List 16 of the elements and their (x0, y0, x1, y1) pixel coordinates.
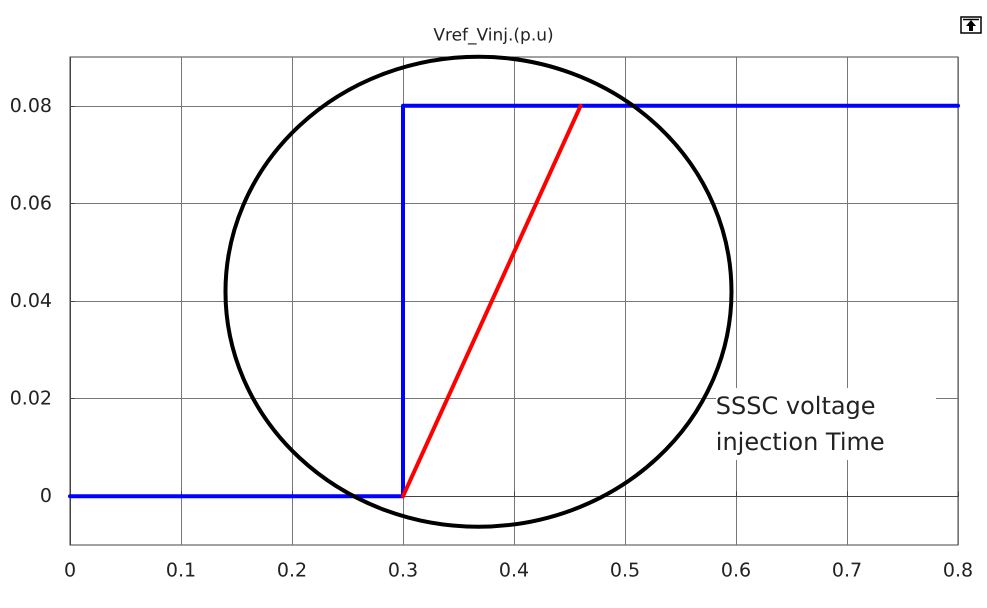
x-tick-label: 0.8 (942, 560, 974, 582)
x-tick-label: 0.1 (166, 560, 196, 582)
x-tick-label: 0.3 (388, 560, 418, 582)
x-tick-label: 0.6 (720, 560, 752, 582)
x-tick-label: 0 (64, 560, 76, 582)
y-tick-label: 0.04 (10, 290, 52, 312)
y-tick-label: 0 (40, 485, 52, 508)
annotation: SSSC voltage injection Time (716, 388, 936, 460)
y-tick-label: 0.06 (10, 192, 52, 214)
x-tick-label: 0.5 (610, 560, 640, 582)
x-tick-label: 0.7 (832, 560, 862, 582)
y-tick-label: 0.08 (10, 94, 52, 117)
x-tick-label: 0.4 (498, 560, 530, 582)
chart-title: Vref_Vinj.(p.u) (433, 26, 554, 46)
x-tick-label: 0.2 (276, 560, 308, 582)
y-tick-label: 0.02 (10, 388, 52, 410)
